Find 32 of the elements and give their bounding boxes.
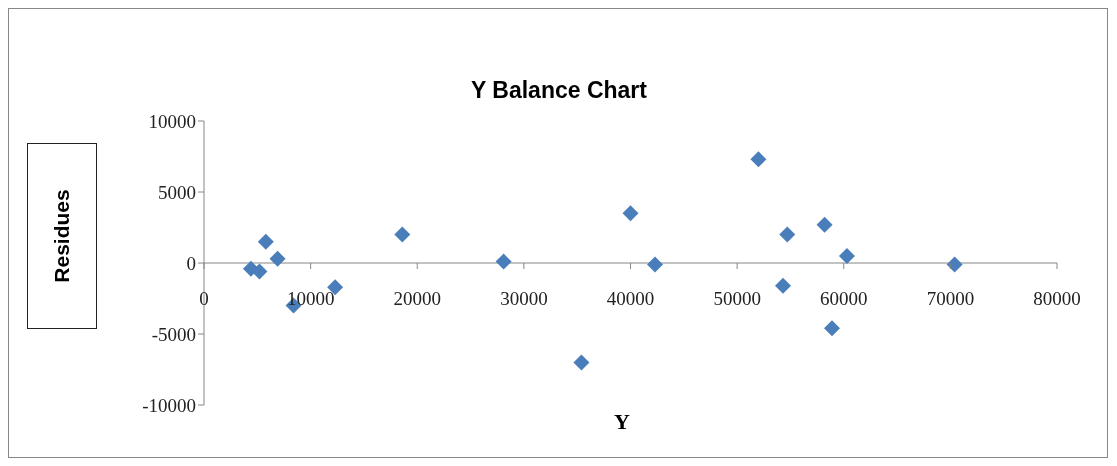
point xyxy=(824,320,841,337)
chart-title: Y Balance Chart xyxy=(470,77,648,104)
y-tick-label: -5000 xyxy=(151,323,196,345)
y-tick-label: 10000 xyxy=(148,110,196,132)
point xyxy=(269,250,286,267)
point xyxy=(573,354,590,371)
x-tick-label: 60000 xyxy=(820,288,868,309)
point xyxy=(838,247,855,264)
y-axis-title: Residues xyxy=(50,189,74,283)
x-axis-title: Y xyxy=(614,409,630,435)
point xyxy=(647,256,664,273)
point xyxy=(257,233,274,250)
x-tick-label: 50000 xyxy=(713,288,761,309)
point xyxy=(946,256,963,273)
point xyxy=(816,216,833,233)
x-tick-label: 10000 xyxy=(286,288,335,309)
point xyxy=(495,253,512,270)
y-tick-label: 5000 xyxy=(158,181,196,203)
point xyxy=(779,226,796,243)
point xyxy=(251,263,268,280)
x-tick-label: 80000 xyxy=(1033,288,1081,309)
x-tick-label: 20000 xyxy=(393,288,441,309)
x-tick-label: 0 xyxy=(199,288,209,309)
y-tick-label: 0 xyxy=(186,252,196,274)
x-tick-label: 40000 xyxy=(606,288,655,309)
x-tick-label: 70000 xyxy=(926,288,975,309)
x-tick-label: 30000 xyxy=(500,288,548,309)
point xyxy=(774,277,791,294)
y-tick-label: -10000 xyxy=(142,394,196,416)
point xyxy=(622,205,639,222)
point xyxy=(750,151,767,168)
point xyxy=(394,226,411,243)
